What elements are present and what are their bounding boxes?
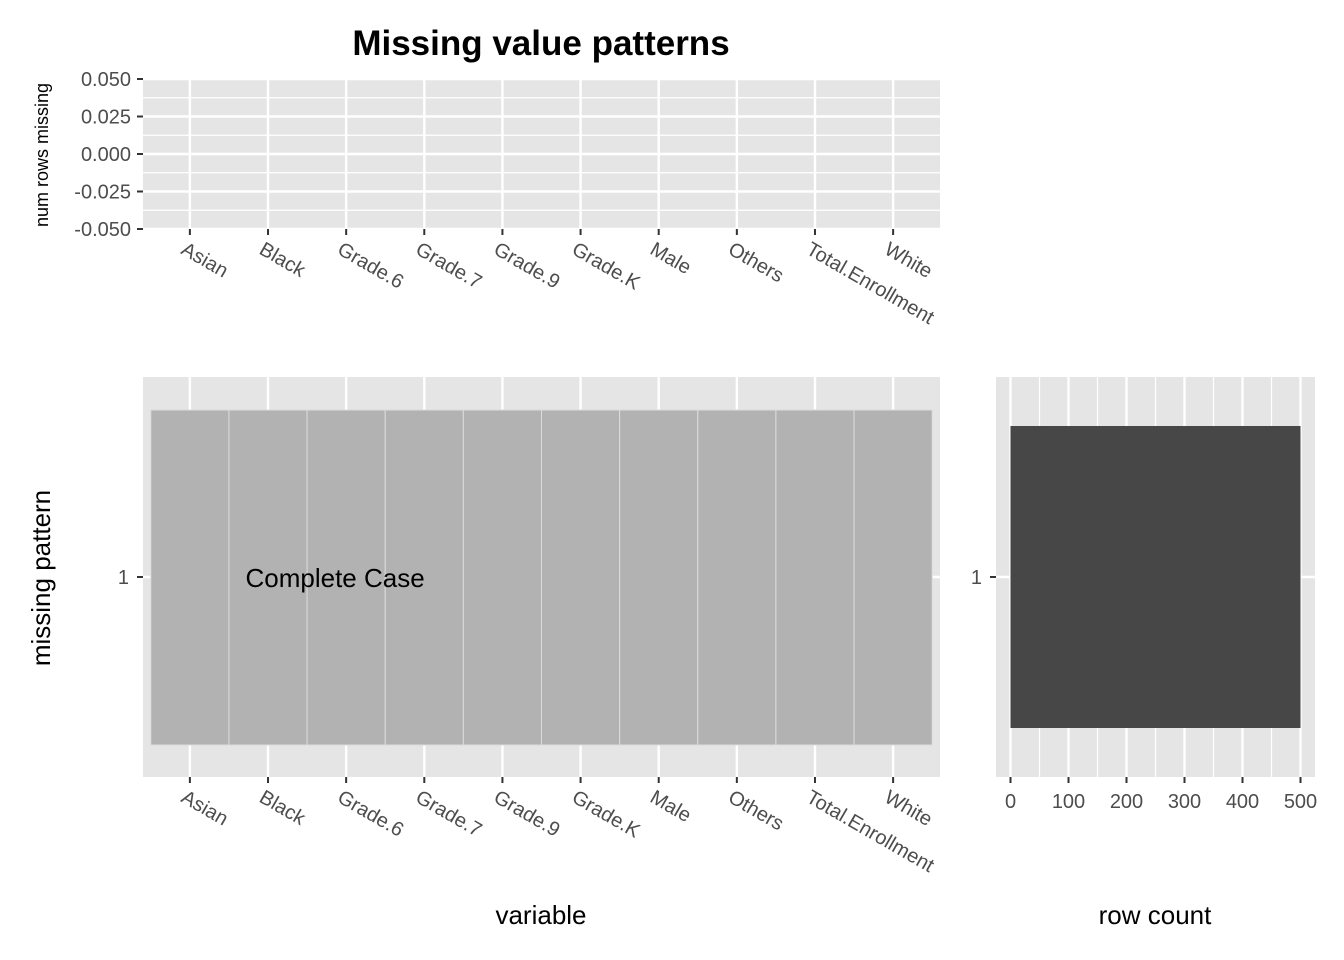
top-x-tick-label: Grade.K [568,238,644,295]
main-x-tick-label: Grade.K [568,786,644,843]
main-x-tick-label: Grade.6 [334,786,408,841]
complete-case-annotation: Complete Case [245,563,424,593]
main-x-tick-label: Grade.7 [412,786,486,841]
pattern-tile [462,409,542,746]
row-count-x-tick-label: 300 [1168,791,1201,813]
row-count-x-tick-label: 200 [1110,791,1143,813]
top-x-tick-label: Total.Enrollment [802,238,938,329]
main-x-tick-label: Total.Enrollment [802,786,938,877]
top-bar-panel: 0.050 0.025 0.000 -0.025 -0.050 Asian Black Gra… [74,69,940,329]
row-count-panel: 0 100 200 300 400 500 1 [971,377,1317,813]
pattern-tile [697,409,777,746]
top-y-tick-label: -0.025 [74,182,131,204]
main-x-tick-label: Others [724,786,787,835]
pattern-tile [619,409,699,746]
row-count-x-tick-label: 500 [1284,791,1317,813]
top-x-tick-label: Grade.6 [334,238,408,293]
top-y-tick-label: -0.050 [74,219,131,241]
pattern-tile [775,409,855,746]
pattern-tile [228,409,308,746]
row-count-bar [1010,426,1301,728]
top-x-tick-label: Asian [177,238,231,282]
row-count-x-tick-label: 100 [1052,791,1085,813]
chart-title: Missing value patterns [352,24,729,63]
main-x-axis-label: variable [495,900,586,930]
top-y-axis-label: num rows missing [32,83,52,227]
pattern-tile [306,409,386,746]
pattern-tile [384,409,464,746]
row-count-y-tick-label: 1 [971,567,982,589]
pattern-tile [853,409,933,746]
top-x-tick-label: Others [724,238,787,287]
top-x-tick-label: Black [256,238,310,282]
top-x-tick-label: Grade.9 [490,238,564,293]
main-y-tick-label: 1 [118,567,129,589]
row-count-axis-label: row count [1099,900,1212,930]
top-y-tick-label: 0.050 [81,69,131,91]
main-y-axis-label: missing pattern [26,490,56,666]
main-x-tick-label: Grade.9 [490,786,564,841]
main-x-tick-label: Black [256,786,310,830]
top-x-tick-label: Male [646,238,695,279]
main-x-tick-label: Male [646,786,695,827]
top-x-tick-label: Grade.7 [412,238,486,293]
missing-pattern-panel: Asian Black Grade.6 Grade.7 Grade.9 Grade.K Ma… [118,377,940,877]
top-y-tick-label: 0.025 [81,107,131,129]
row-count-x-tick-label: 0 [1005,791,1016,813]
top-y-tick-label: 0.000 [81,144,131,166]
main-x-tick-label: Asian [177,786,231,830]
main-x-tick-label: White [881,786,936,831]
top-x-tick-label: White [881,238,936,283]
row-count-x-tick-label: 400 [1226,791,1259,813]
pattern-tile [150,409,230,746]
pattern-tile [541,409,621,746]
